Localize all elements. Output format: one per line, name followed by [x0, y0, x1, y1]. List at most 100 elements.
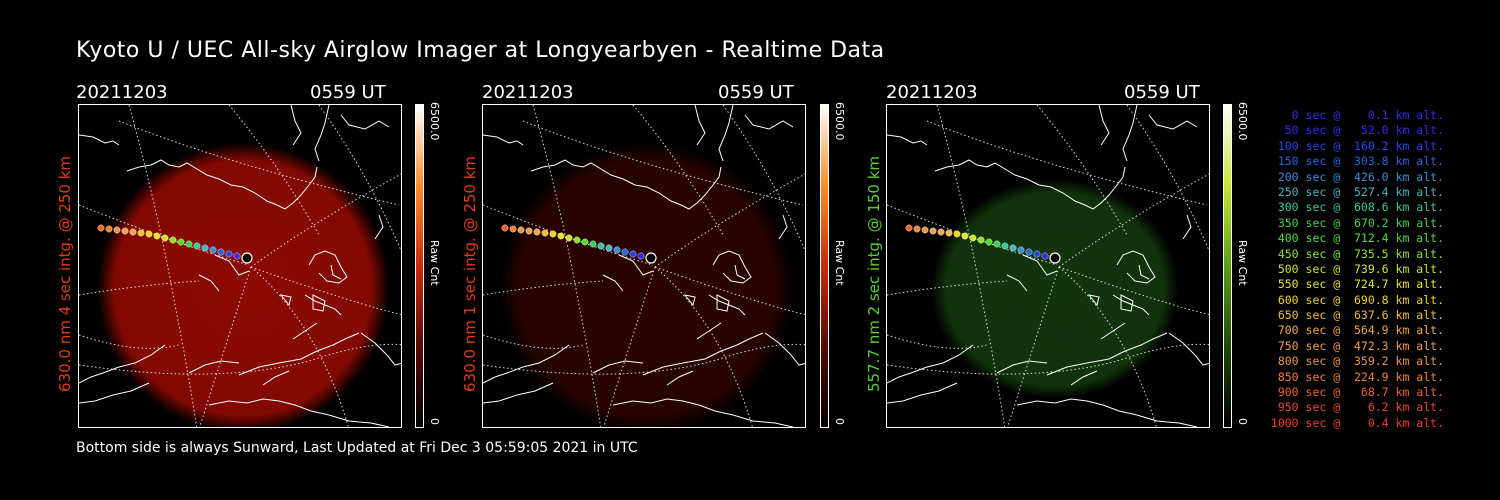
panel-map-svg	[887, 105, 1209, 427]
panel-2-ylabel: 630.0 nm 1 sec intg. @ 250 km	[461, 155, 479, 392]
trajectory-point	[549, 230, 557, 238]
trajectory-point	[1009, 244, 1017, 252]
coastline	[483, 105, 805, 427]
trajectory-trail	[97, 224, 253, 264]
trajectory-point	[1033, 250, 1041, 258]
panel-3-time: 0559 UT	[1124, 82, 1200, 103]
page-title: Kyoto U / UEC All-sky Airglow Imager at …	[76, 38, 885, 63]
trajectory-point	[921, 226, 929, 234]
airglow-image	[501, 143, 793, 427]
legend-row: 900 sec @ 68.7 km alt.	[1270, 385, 1444, 400]
legend-row: 150 sec @ 303.8 km alt.	[1270, 154, 1444, 169]
legend-row: 250 sec @ 527.4 km alt.	[1270, 184, 1444, 199]
panel-1-cbar-min: 0	[428, 418, 441, 425]
panel-3-cbar-unit: Raw Cnt	[1236, 240, 1249, 286]
trajectory-point	[985, 238, 993, 246]
trajectory-point	[541, 229, 549, 237]
trajectory-point	[185, 240, 193, 248]
panel-1-date: 20211203	[76, 82, 168, 103]
legend-row: 750 sec @ 472.3 km alt.	[1270, 338, 1444, 353]
trajectory-point	[137, 229, 145, 237]
trajectory-point	[209, 246, 217, 254]
legend-row: 450 sec @ 735.5 km alt.	[1270, 246, 1444, 261]
legend-row: 550 sec @ 724.7 km alt.	[1270, 277, 1444, 292]
legend-row: 350 sec @ 670.2 km alt.	[1270, 215, 1444, 230]
legend-row: 950 sec @ 6.2 km alt.	[1270, 400, 1444, 415]
trajectory-point	[145, 230, 153, 238]
airglow-image	[97, 143, 389, 427]
trajectory-point	[589, 240, 597, 248]
trajectory-point	[905, 224, 913, 232]
legend-row: 200 sec @ 426.0 km alt.	[1270, 169, 1444, 184]
panel-3-date: 20211203	[886, 82, 978, 103]
legend-row: 500 sec @ 739.6 km alt.	[1270, 261, 1444, 276]
panel-1-time: 0559 UT	[310, 82, 386, 103]
trajectory-point	[177, 238, 185, 246]
trajectory-point	[1041, 252, 1049, 260]
trajectory-point	[605, 244, 613, 252]
trajectory-point	[945, 229, 953, 237]
trajectory-point	[533, 228, 541, 236]
trajectory-point	[581, 238, 589, 246]
coastline	[887, 105, 1209, 427]
footer-status: Bottom side is always Sunward, Last Upda…	[76, 440, 638, 456]
panel-1-cbar-max: 6500.0	[428, 102, 441, 141]
trajectory-point	[557, 232, 565, 240]
trajectory-legend: 0 sec @ 0.1 km alt. 50 sec @ 52.0 km alt…	[1262, 108, 1444, 431]
trajectory-point	[977, 236, 985, 244]
trajectory-trail	[905, 224, 1061, 264]
panel-2-colorbar	[820, 104, 829, 428]
legend-row: 800 sec @ 359.2 km alt.	[1270, 354, 1444, 369]
trajectory-point	[97, 224, 105, 232]
lat-lon-grid	[483, 105, 805, 427]
trajectory-point	[501, 224, 509, 232]
trajectory-point	[637, 252, 645, 260]
legend-row: 0 sec @ 0.1 km alt.	[1270, 108, 1444, 122]
trajectory-point	[993, 240, 1001, 248]
legend-row: 100 sec @ 160.2 km alt.	[1270, 138, 1444, 153]
panel-2-cbar-unit: Raw Cnt	[833, 240, 846, 286]
trajectory-point	[509, 225, 517, 233]
legend-row: 600 sec @ 690.8 km alt.	[1270, 292, 1444, 307]
trajectory-point	[233, 252, 241, 260]
panel-3-colorbar	[1223, 104, 1232, 428]
airglow-image	[931, 179, 1179, 399]
trajectory-point	[217, 248, 225, 256]
panel-2-time: 0559 UT	[718, 82, 794, 103]
trajectory-point	[1017, 246, 1025, 254]
trajectory-point	[153, 232, 161, 240]
legend-row: 300 sec @ 608.6 km alt.	[1270, 200, 1444, 215]
trajectory-point	[613, 246, 621, 254]
trajectory-point	[913, 225, 921, 233]
trajectory-point	[169, 236, 177, 244]
trajectory-point	[201, 244, 209, 252]
panel-2-image	[482, 104, 806, 428]
trajectory-point	[597, 242, 605, 250]
legend-row: 650 sec @ 637.6 km alt.	[1270, 308, 1444, 323]
trajectory-point	[645, 252, 657, 264]
trajectory-point	[1025, 248, 1033, 256]
trajectory-point	[129, 228, 137, 236]
panel-map-svg	[483, 105, 805, 427]
trajectory-point	[517, 226, 525, 234]
panel-2-cbar-max: 6500.0	[833, 102, 846, 141]
trajectory-point	[161, 234, 169, 242]
coastline	[79, 105, 401, 427]
legend-row: 850 sec @ 224.9 km alt.	[1270, 369, 1444, 384]
panel-3-image	[886, 104, 1210, 428]
trajectory-trail	[501, 224, 657, 264]
panel-map-svg	[79, 105, 401, 427]
panel-3-cbar-min: 0	[1236, 418, 1249, 425]
trajectory-point	[241, 252, 253, 264]
trajectory-point	[629, 250, 637, 258]
trajectory-point	[937, 228, 945, 236]
panel-1-cbar-unit: Raw Cnt	[428, 240, 441, 286]
trajectory-point	[565, 234, 573, 242]
trajectory-point	[929, 227, 937, 235]
trajectory-point	[105, 225, 113, 233]
lat-lon-grid	[79, 105, 401, 427]
trajectory-point	[573, 236, 581, 244]
trajectory-point	[969, 234, 977, 242]
trajectory-point	[525, 227, 533, 235]
lat-lon-grid	[887, 105, 1209, 427]
